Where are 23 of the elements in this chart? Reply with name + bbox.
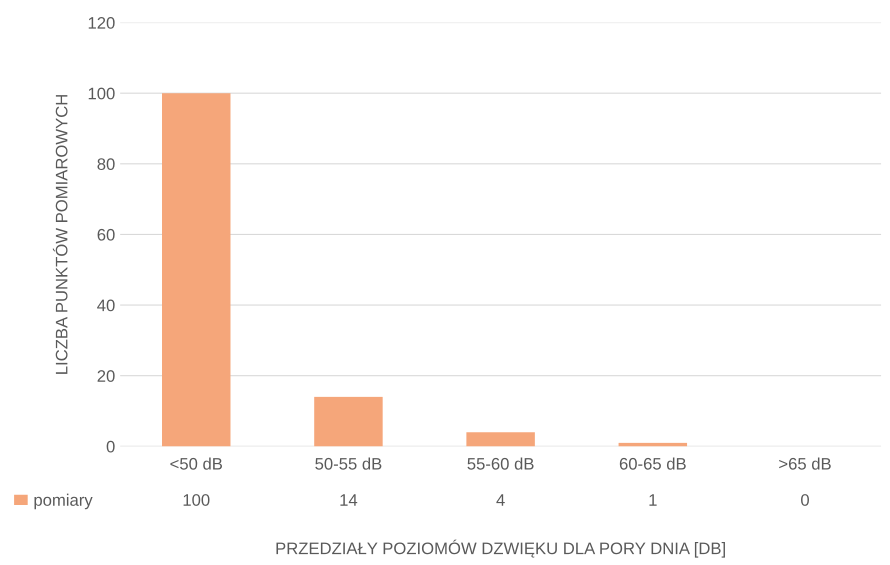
y-axis-title: LICZBA PUNKTÓW POMIAROWYCH [52,95,68,374]
x-axis-title: PRZEDZIAŁY POZIOMÓW DZWIĘKU DLA PORY DNIA [DB] [276,540,725,558]
x-tick-label: 50-55 dB [315,457,382,470]
data-label: 4 [496,494,505,506]
x-tick-label: 55-60 dB [467,457,534,470]
x-tick-label: 60-65 dB [620,457,686,470]
y-tick-label: 120 [88,17,115,29]
y-tick-label: 0 [106,440,115,453]
bar [466,432,535,446]
bar [162,93,230,446]
y-tick-label: 100 [88,88,115,100]
y-tick-label: 60 [98,228,115,241]
x-tick-label: >65 dB [779,457,831,470]
x-tick-label: <50 dB [170,457,222,470]
data-label: 100 [184,494,210,506]
data-label: 0 [801,494,809,506]
data-label: 14 [340,494,358,506]
y-tick-label: 20 [98,370,115,382]
bar [314,396,383,446]
y-tick-label: 40 [97,300,115,312]
legend-label: pomiary [34,494,93,510]
data-label: 1 [649,494,657,506]
y-tick-label: 80 [97,158,115,170]
